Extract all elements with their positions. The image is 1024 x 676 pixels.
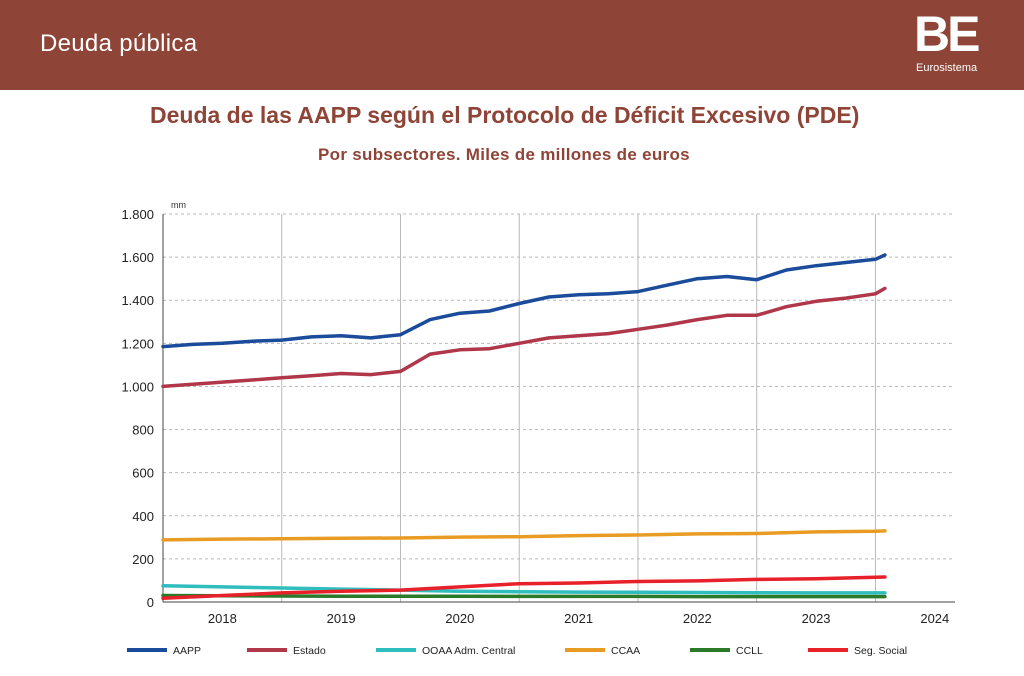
y-tick-label: 0 bbox=[147, 595, 154, 610]
series-line bbox=[161, 584, 887, 595]
x-tick-label: 2022 bbox=[683, 611, 712, 626]
series-line bbox=[161, 529, 887, 542]
header-bar: Deuda pública BE Eurosistema bbox=[0, 0, 1024, 90]
y-tick-label: 1.000 bbox=[121, 379, 154, 394]
series-line bbox=[161, 575, 887, 601]
y-tick-label: 1.800 bbox=[121, 207, 154, 222]
x-tick-label: 2023 bbox=[802, 611, 831, 626]
x-tick-label: 2019 bbox=[327, 611, 356, 626]
be-logo: BE bbox=[914, 6, 980, 62]
y-tick-label: 1.200 bbox=[121, 336, 154, 351]
x-tick-label: 2018 bbox=[208, 611, 237, 626]
y-tick-label: 1.600 bbox=[121, 250, 154, 265]
legend-label: Estado bbox=[293, 645, 326, 657]
series-line bbox=[161, 593, 887, 599]
y-tick-label: 800 bbox=[132, 423, 154, 438]
chart-title: Deuda de las AAPP según el Protocolo de … bbox=[150, 102, 860, 128]
legend-label: CCLL bbox=[736, 645, 763, 657]
section-title: Deuda pública bbox=[40, 30, 198, 57]
y-tick-label: 1.400 bbox=[121, 293, 154, 308]
y-tick-label: 600 bbox=[132, 466, 154, 481]
x-tick-label: 2024 bbox=[920, 611, 949, 626]
series-line bbox=[161, 286, 887, 389]
legend-label: CCAA bbox=[611, 645, 640, 657]
x-tick-label: 2021 bbox=[564, 611, 593, 626]
logo-subtitle: Eurosistema bbox=[916, 62, 978, 74]
series-line bbox=[161, 253, 887, 349]
y-axis-unit-label: mm bbox=[171, 200, 186, 210]
legend-label: OOAA Adm. Central bbox=[422, 645, 515, 657]
legend-label: Seg. Social bbox=[854, 645, 907, 657]
legend-label: AAPP bbox=[173, 645, 201, 657]
x-tick-label: 2020 bbox=[445, 611, 474, 626]
y-tick-label: 200 bbox=[132, 552, 154, 567]
chart-subtitle: Por subsectores. Miles de millones de eu… bbox=[318, 145, 690, 164]
y-tick-label: 400 bbox=[132, 509, 154, 524]
